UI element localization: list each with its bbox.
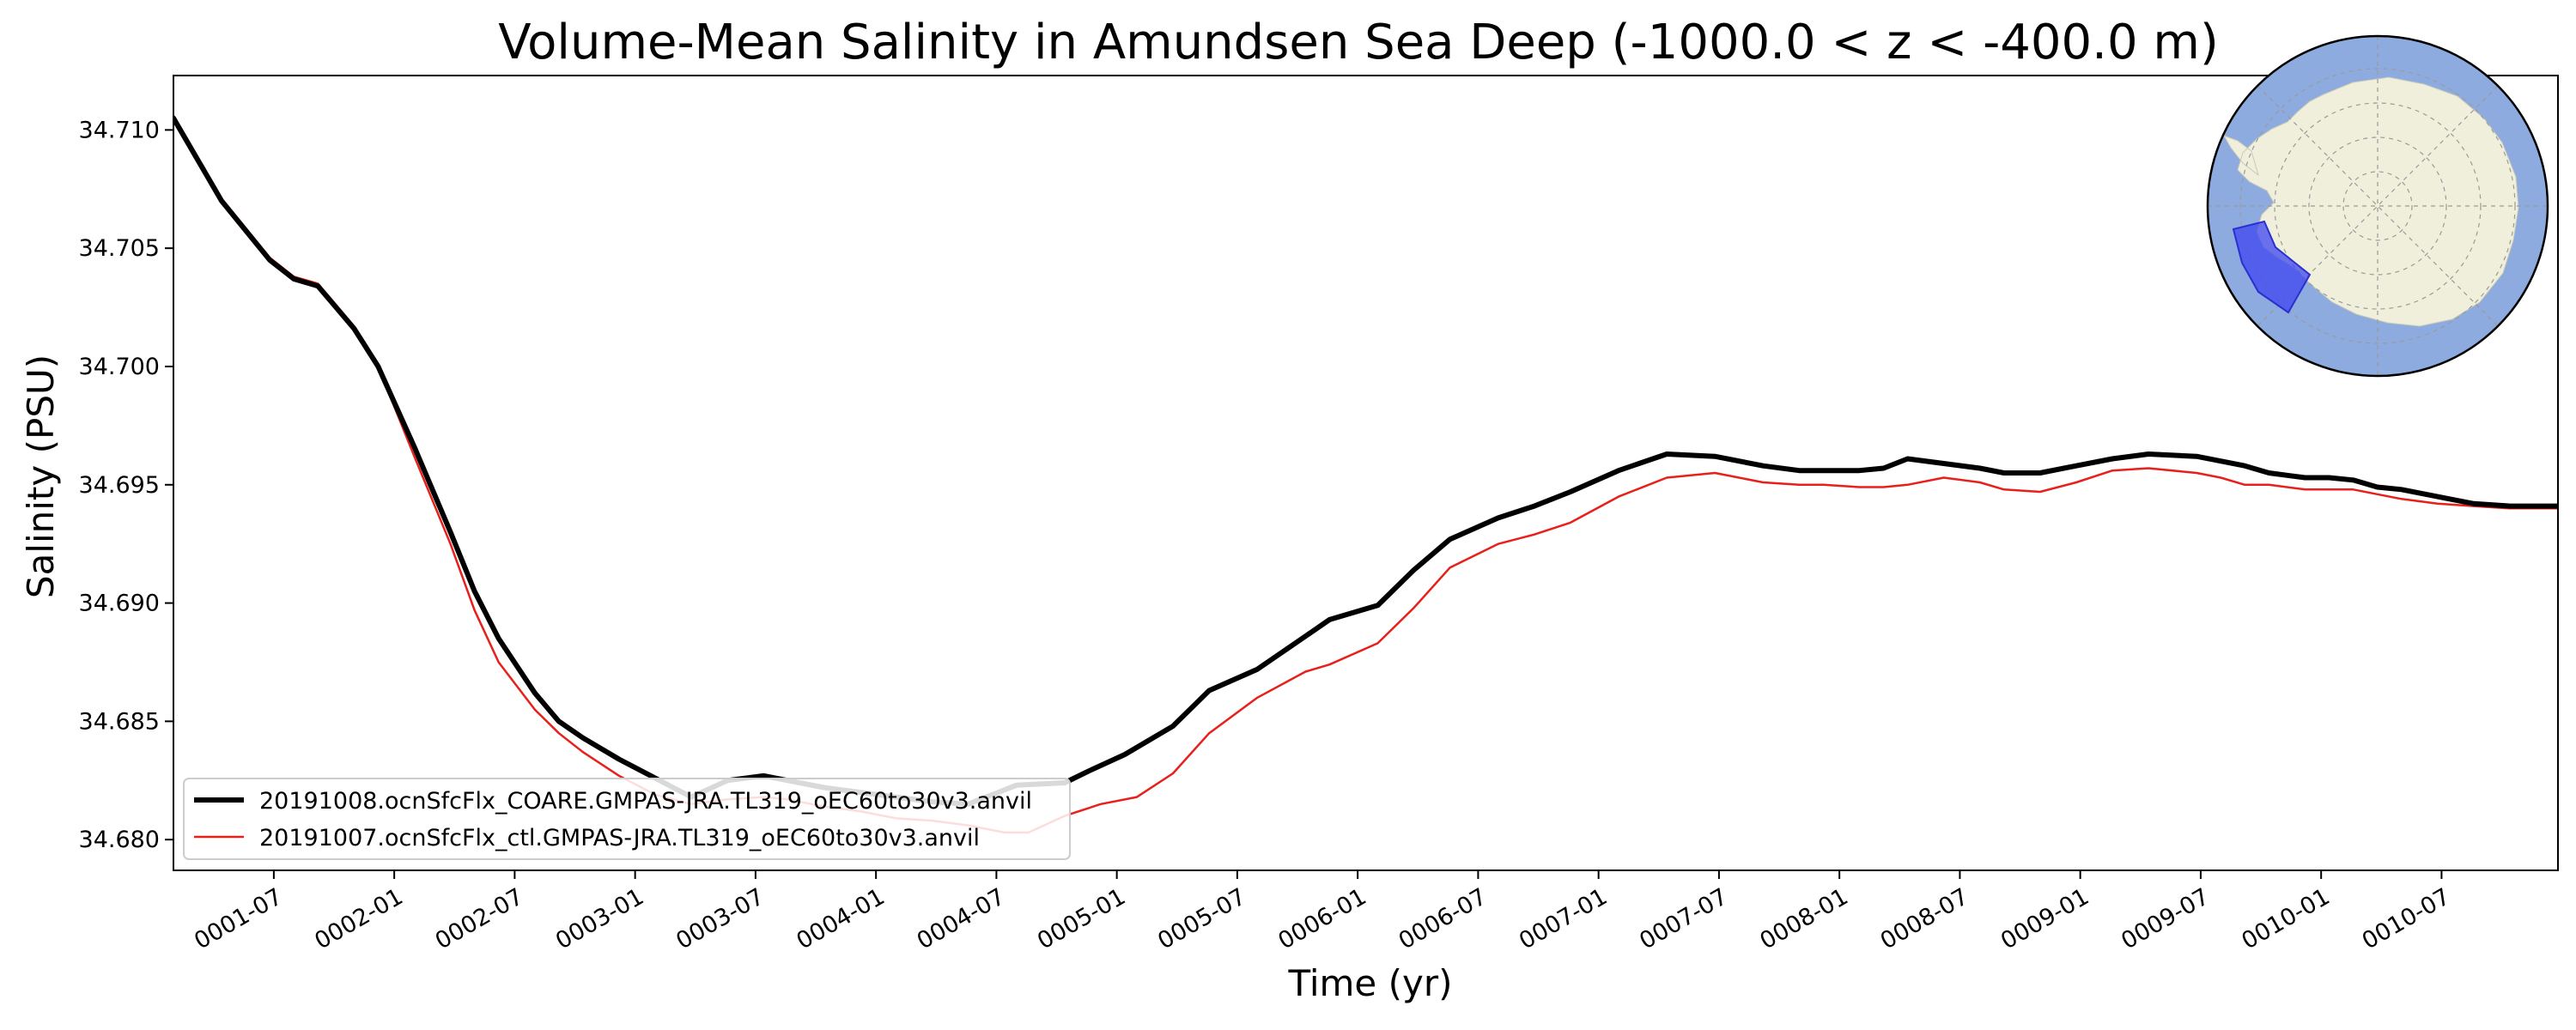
x-tick-label: 0001-07 [190, 883, 287, 954]
x-tick-label: 0010-07 [2358, 883, 2455, 954]
y-tick-label: 34.680 [79, 827, 160, 853]
y-tick-label: 34.700 [79, 354, 160, 380]
x-tick-label: 0009-07 [2117, 883, 2214, 954]
x-tick-label: 0010-01 [2237, 883, 2334, 954]
chart-title: Volume-Mean Salinity in Amundsen Sea Dee… [498, 15, 2219, 70]
x-axis-label: Time (yr) [1287, 962, 1452, 1004]
legend-box [183, 778, 1071, 860]
plot-frame [173, 75, 2559, 871]
x-tick-label: 0002-01 [310, 883, 407, 954]
y-tick-label: 34.710 [79, 117, 160, 143]
amundsen-sea-region [2232, 220, 2312, 314]
x-tick-label: 0007-01 [1515, 883, 1612, 954]
x-tick-label: 0008-07 [1876, 883, 1973, 954]
x-tick-label: 0002-07 [431, 883, 528, 954]
series-line-coare [173, 115, 2558, 807]
legend-label-coare: 20191008.ocnSfcFlx_COARE.GMPAS-JRA.TL319… [259, 788, 1032, 815]
map-border [2206, 34, 2549, 378]
y-axis-label: Salinity (PSU) [20, 354, 62, 598]
x-tick-label: 0004-01 [792, 883, 889, 954]
x-tick-label: 0005-01 [1033, 883, 1130, 954]
x-tick-label: 0006-01 [1273, 883, 1370, 954]
series-line-ctl [173, 114, 2558, 834]
plot-area [173, 76, 2558, 870]
y-tick-label: 34.705 [79, 235, 160, 262]
y-tick-label: 34.690 [79, 591, 160, 617]
map-graticule [2208, 36, 2548, 376]
x-tick-label: 0005-07 [1153, 883, 1250, 954]
x-tick-label: 0004-07 [913, 883, 1010, 954]
y-axis: 34.680 34.685 34.690 34.695 34.700 34.705 34.7… [79, 117, 173, 853]
legend-label-ctl: 20191007.ocnSfcFlx_ctl.GMPAS-JRA.TL319_o… [259, 825, 980, 851]
series-layer [173, 114, 2558, 834]
x-tick-label: 0006-07 [1394, 883, 1492, 954]
antarctica-inset-map [2206, 34, 2549, 378]
x-tick-label: 0007-07 [1635, 883, 1732, 954]
x-axis: 0001-07 0002-01 0002-07 0003-01 0003-07 0004-… [190, 870, 2455, 954]
y-tick-label: 34.695 [79, 472, 160, 499]
x-tick-label: 0003-07 [671, 883, 769, 954]
x-tick-label: 0009-01 [1996, 883, 2093, 954]
x-tick-label: 0008-01 [1755, 883, 1852, 954]
y-tick-label: 34.685 [79, 708, 160, 735]
legend: 20191008.ocnSfcFlx_COARE.GMPAS-JRA.TL319… [183, 778, 1071, 860]
x-tick-label: 0003-01 [551, 883, 648, 954]
